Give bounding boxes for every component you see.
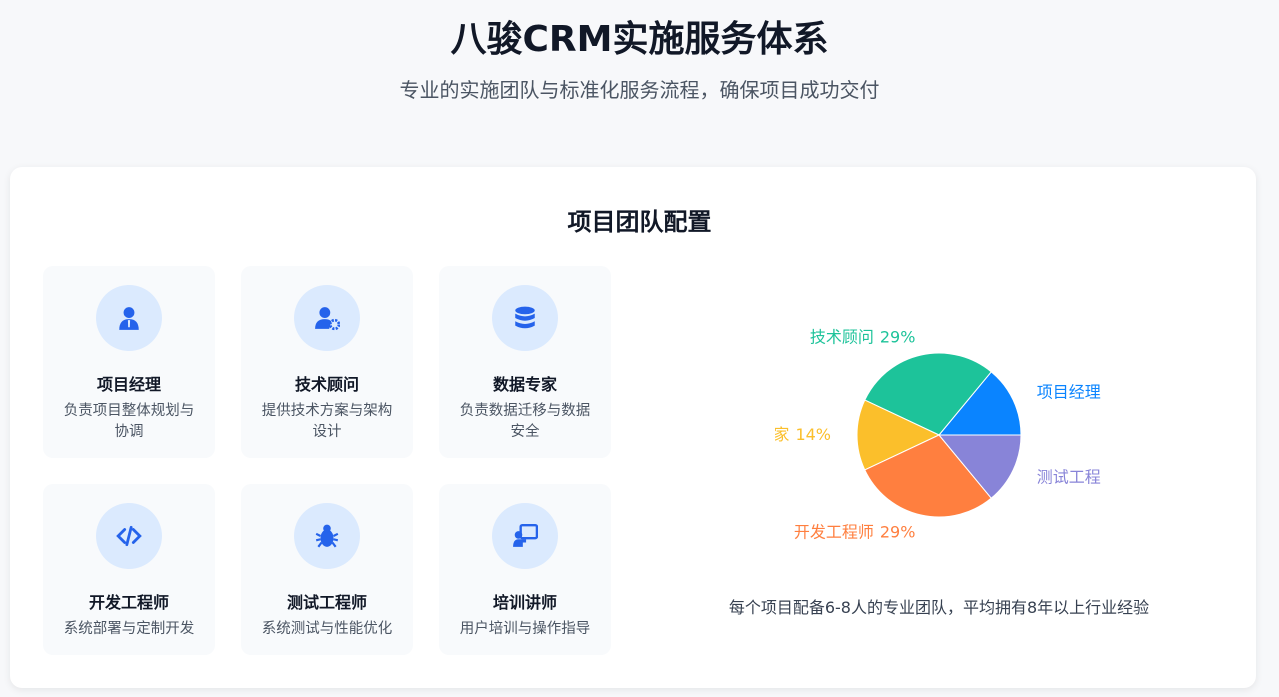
role-desc: 提供技术方案与架构设计 [261, 403, 393, 440]
role-icon [96, 503, 162, 569]
slice-name: 技术顾问 [810, 327, 874, 346]
slice-name: 测试工程师 [1037, 467, 1117, 486]
role-desc: 系统部署与定制开发 [63, 621, 195, 637]
icon [315, 524, 339, 548]
team-card [10, 167, 1256, 688]
slice-name: 开发工程师 [794, 522, 874, 541]
slice-label: 技术顾问 29% [810, 327, 916, 346]
card-title: 项目团队配置 [567, 208, 712, 236]
role-name: 技术顾问 [294, 375, 359, 394]
role-icon [492, 285, 558, 351]
role-desc: 系统测试与性能优化 [261, 621, 393, 637]
role-desc: 负责数据迁移与数据安全 [459, 403, 591, 440]
slice-label: 项目经理 14% [1037, 382, 1143, 401]
pie-slice [864, 434, 992, 518]
pie-slice [937, 371, 1022, 436]
pie-slice [937, 434, 1022, 499]
slice-value: 29% [880, 327, 916, 346]
role-name: 数据专家 [492, 375, 557, 394]
page-subtitle: 专业的实施团队与标准化服务流程，确保项目成功交付 [399, 78, 880, 102]
role-icon [492, 503, 558, 569]
slice-value: 14% [1123, 467, 1159, 486]
pie-group: 项目经理 14% 技术顾问 29% 数据专家 14% 开发工程师 29% 测试工程师 14% [725, 327, 1159, 541]
slice-label: 开发工程师 29% [794, 522, 916, 541]
icon [119, 307, 139, 330]
role-card: 技术顾问提供技术方案与架构设计 [241, 266, 413, 458]
icon [513, 523, 538, 547]
team-note: 每个项目配备6-8人的专业团队，平均拥有8年以上行业经验 [728, 598, 1150, 617]
role-name: 培训讲师 [492, 593, 557, 612]
slice-name: 项目经理 [1037, 382, 1101, 401]
slice-value: 14% [1107, 382, 1143, 401]
slice-name: 数据专家 [725, 425, 789, 444]
slice-label: 测试工程师 14% [1037, 467, 1159, 486]
role-name: 开发工程师 [88, 593, 169, 612]
role-icon [294, 503, 360, 569]
role-card: 项目经理负责项目整体规划与协调 [43, 266, 215, 458]
slice-label: 数据专家 14% [725, 425, 831, 444]
role-icon [294, 285, 360, 351]
role-card: 培训讲师用户培训与操作指导 [439, 484, 611, 655]
role-name: 项目经理 [96, 375, 161, 394]
slice-value: 29% [880, 522, 916, 541]
icon [515, 306, 535, 329]
role-desc: 用户培训与操作指导 [459, 621, 591, 637]
icon [315, 307, 340, 331]
slice-value: 14% [795, 425, 831, 444]
pie-slice [856, 399, 941, 471]
role-desc: 负责项目整体规划与协调 [63, 403, 195, 440]
pie-chart: 项目经理 14% 技术顾问 29% 数据专家 14% 开发工程师 29% 测试工程师 14% [725, 327, 1159, 541]
role-card: 数据专家负责数据迁移与数据安全 [439, 266, 611, 458]
role-card: 开发工程师系统部署与定制开发 [43, 484, 215, 655]
page-title: 八骏CRM实施服务体系 [450, 19, 829, 60]
role-icon [96, 285, 162, 351]
role-card: 测试工程师系统测试与性能优化 [241, 484, 413, 655]
icon [116, 525, 142, 547]
role-name: 测试工程师 [286, 593, 367, 612]
